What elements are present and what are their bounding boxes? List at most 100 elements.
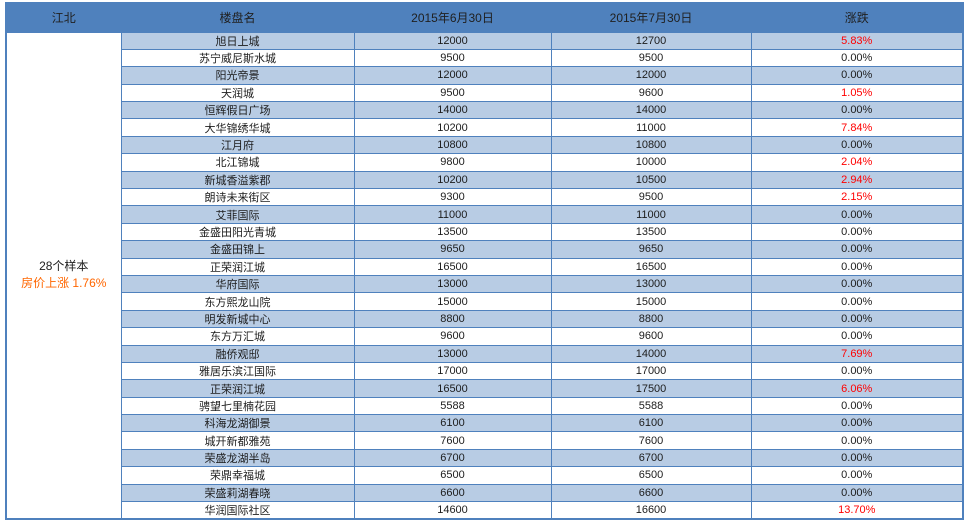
change-percent-cell[interactable]: 0.00% [750,448,964,468]
july-price-cell[interactable]: 9500 [550,48,752,68]
june-price-cell[interactable]: 13500 [353,222,552,242]
july-price-cell[interactable]: 6100 [550,414,752,433]
change-percent-cell[interactable]: 0.00% [750,414,964,433]
property-name-cell[interactable]: 东方熙龙山院 [120,292,355,311]
property-name-cell[interactable]: 骋望七里楠花园 [120,396,355,416]
july-price-cell[interactable]: 6700 [550,448,752,468]
change-percent-cell[interactable]: 7.69% [750,344,964,363]
july-price-cell[interactable]: 11000 [550,118,752,137]
property-name-cell[interactable]: 阳光帝景 [120,66,355,85]
june-price-cell[interactable]: 7600 [353,431,552,450]
change-percent-cell[interactable]: 0.00% [750,466,964,485]
change-percent-cell[interactable]: 6.06% [750,379,964,398]
july-price-cell[interactable]: 5588 [550,396,752,416]
change-percent-cell[interactable]: 0.00% [750,257,964,276]
july-price-cell[interactable]: 12000 [550,66,752,85]
property-name-cell[interactable]: 东方万汇城 [120,327,355,346]
change-percent-cell[interactable]: 0.00% [750,66,964,85]
july-price-cell[interactable]: 16500 [550,257,752,276]
june-price-cell[interactable]: 13000 [353,344,552,363]
june-price-cell[interactable]: 9800 [353,153,552,172]
property-name-cell[interactable]: 城开新都雅苑 [120,431,355,450]
july-price-cell[interactable]: 10800 [550,135,752,155]
change-percent-cell[interactable]: 0.00% [750,222,964,242]
june-price-cell[interactable]: 14600 [353,501,552,520]
change-percent-cell[interactable]: 0.00% [750,431,964,450]
property-name-cell[interactable]: 苏宁威尼斯水城 [120,48,355,68]
property-name-cell[interactable]: 北江锦城 [120,153,355,172]
july-price-cell[interactable]: 9500 [550,188,752,207]
july-price-cell[interactable]: 9600 [550,327,752,346]
property-name-cell[interactable]: 金盛田锦上 [120,240,355,259]
property-name-cell[interactable]: 大华锦绣华城 [120,118,355,137]
change-percent-cell[interactable]: 0.00% [750,205,964,224]
change-percent-cell[interactable]: 0.00% [750,309,964,329]
header-date-june[interactable]: 2015年6月30日 [353,2,552,33]
june-price-cell[interactable]: 16500 [353,257,552,276]
change-percent-cell[interactable]: 2.94% [750,170,964,190]
july-price-cell[interactable]: 10000 [550,153,752,172]
change-percent-cell[interactable]: 0.00% [750,274,964,294]
july-price-cell[interactable]: 9650 [550,240,752,259]
property-name-cell[interactable]: 融侨观邸 [120,344,355,363]
change-percent-cell[interactable]: 2.04% [750,153,964,172]
property-name-cell[interactable]: 新城香溢紫郡 [120,170,355,190]
change-percent-cell[interactable]: 0.00% [750,135,964,155]
july-price-cell[interactable]: 16600 [550,501,752,520]
change-percent-cell[interactable]: 0.00% [750,327,964,346]
june-price-cell[interactable]: 9600 [353,327,552,346]
june-price-cell[interactable]: 6600 [353,483,552,503]
property-name-cell[interactable]: 江月府 [120,135,355,155]
change-percent-cell[interactable]: 0.00% [750,240,964,259]
june-price-cell[interactable]: 10200 [353,118,552,137]
change-percent-cell[interactable]: 0.00% [750,361,964,381]
property-name-cell[interactable]: 天润城 [120,83,355,103]
change-percent-cell[interactable]: 1.05% [750,83,964,103]
june-price-cell[interactable]: 13000 [353,274,552,294]
july-price-cell[interactable]: 9600 [550,83,752,103]
july-price-cell[interactable]: 6600 [550,483,752,503]
july-price-cell[interactable]: 17500 [550,379,752,398]
change-percent-cell[interactable]: 5.83% [750,31,964,50]
june-price-cell[interactable]: 8800 [353,309,552,329]
property-name-cell[interactable]: 华府国际 [120,274,355,294]
property-name-cell[interactable]: 恒辉假日广场 [120,101,355,120]
property-name-cell[interactable]: 荣盛莉湖春晓 [120,483,355,503]
property-name-cell[interactable]: 雅居乐滨江国际 [120,361,355,381]
june-price-cell[interactable]: 17000 [353,361,552,381]
property-name-cell[interactable]: 朗诗未来街区 [120,188,355,207]
june-price-cell[interactable]: 9500 [353,48,552,68]
change-percent-cell[interactable]: 7.84% [750,118,964,137]
change-percent-cell[interactable]: 0.00% [750,396,964,416]
june-price-cell[interactable]: 6500 [353,466,552,485]
header-date-july[interactable]: 2015年7月30日 [550,2,752,33]
june-price-cell[interactable]: 12000 [353,31,552,50]
june-price-cell[interactable]: 9300 [353,188,552,207]
june-price-cell[interactable]: 10200 [353,170,552,190]
property-name-cell[interactable]: 华润国际社区 [120,501,355,520]
june-price-cell[interactable]: 6100 [353,414,552,433]
property-name-cell[interactable]: 荣盛龙湖半岛 [120,448,355,468]
property-name-cell[interactable]: 艾菲国际 [120,205,355,224]
july-price-cell[interactable]: 10500 [550,170,752,190]
property-name-cell[interactable]: 明发新城中心 [120,309,355,329]
july-price-cell[interactable]: 6500 [550,466,752,485]
change-percent-cell[interactable]: 2.15% [750,188,964,207]
change-percent-cell[interactable]: 13.70% [750,501,964,520]
june-price-cell[interactable]: 12000 [353,66,552,85]
july-price-cell[interactable]: 17000 [550,361,752,381]
july-price-cell[interactable]: 14000 [550,344,752,363]
june-price-cell[interactable]: 11000 [353,205,552,224]
change-percent-cell[interactable]: 0.00% [750,48,964,68]
june-price-cell[interactable]: 16500 [353,379,552,398]
property-name-cell[interactable]: 金盛田阳光青城 [120,222,355,242]
july-price-cell[interactable]: 7600 [550,431,752,450]
july-price-cell[interactable]: 13500 [550,222,752,242]
change-percent-cell[interactable]: 0.00% [750,101,964,120]
july-price-cell[interactable]: 14000 [550,101,752,120]
june-price-cell[interactable]: 10800 [353,135,552,155]
property-name-cell[interactable]: 正荣润江城 [120,379,355,398]
property-name-cell[interactable]: 荣鼎幸福城 [120,466,355,485]
july-price-cell[interactable]: 12700 [550,31,752,50]
july-price-cell[interactable]: 13000 [550,274,752,294]
